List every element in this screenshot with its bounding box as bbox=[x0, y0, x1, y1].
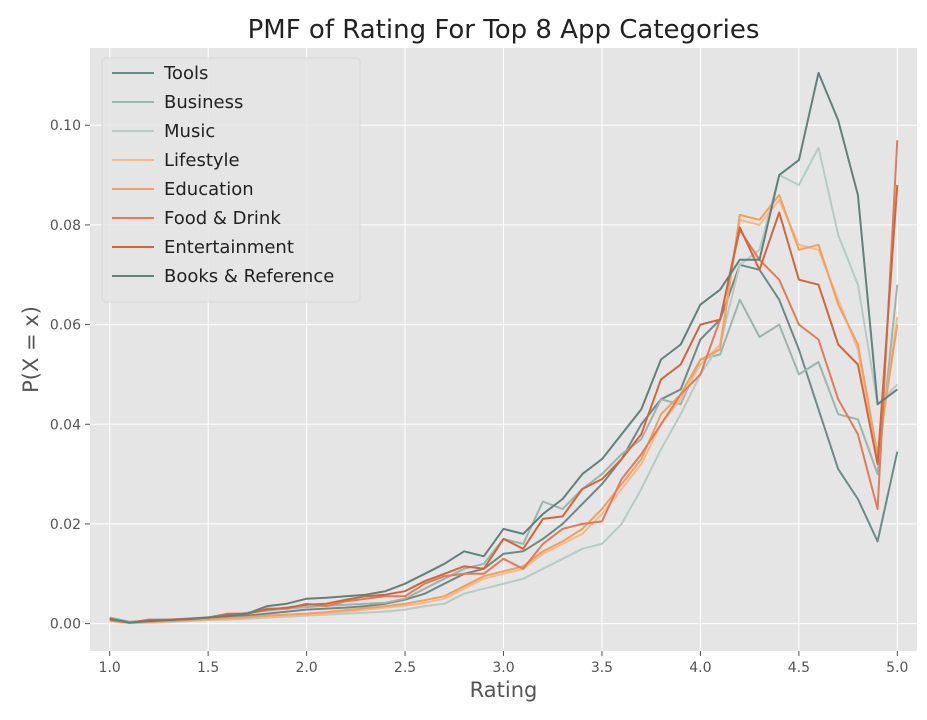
x-tick-label: 1.5 bbox=[197, 660, 219, 676]
legend: Tools Business Music Lifestyle Education Food… bbox=[101, 57, 361, 303]
legend-label: Tools bbox=[163, 63, 208, 84]
y-axis-ticks: 0.00 0.02 0.04 0.06 0.08 0.10 bbox=[50, 118, 90, 633]
series-lines bbox=[109, 71, 899, 625]
y-tick-label: 0.00 bbox=[50, 617, 81, 633]
x-tick-label: 4.0 bbox=[689, 660, 711, 676]
legend-box bbox=[101, 57, 361, 303]
y-tick-label: 0.04 bbox=[50, 417, 81, 433]
y-tick-label: 0.08 bbox=[50, 218, 81, 234]
x-tick-label: 1.0 bbox=[99, 660, 121, 676]
legend-label: Food & Drink bbox=[164, 208, 281, 229]
y-tick-label: 0.10 bbox=[50, 118, 81, 134]
legend-label: Education bbox=[164, 179, 254, 200]
x-tick-label: 4.5 bbox=[788, 660, 810, 676]
legend-label: Lifestyle bbox=[164, 150, 240, 171]
series-line bbox=[109, 71, 898, 624]
y-tick-label: 0.06 bbox=[50, 318, 81, 334]
legend-label: Entertainment bbox=[164, 237, 294, 258]
series-line bbox=[109, 263, 899, 624]
x-axis-ticks: 1.0 1.5 2.0 2.5 3.0 3.5 4.0 4.5 5.0 bbox=[99, 651, 908, 676]
x-tick-label: 2.5 bbox=[394, 660, 416, 676]
x-tick-label: 3.0 bbox=[492, 660, 514, 676]
x-axis-label: Rating bbox=[470, 678, 538, 702]
chart-title: PMF of Rating For Top 8 App Categories bbox=[248, 15, 760, 45]
y-axis-label: P(X = x) bbox=[19, 306, 43, 393]
x-tick-label: 2.0 bbox=[295, 660, 317, 676]
y-tick-label: 0.02 bbox=[50, 517, 81, 533]
x-tick-label: 3.5 bbox=[591, 660, 613, 676]
legend-label: Business bbox=[164, 92, 243, 113]
series-line bbox=[109, 194, 899, 624]
legend-label: Books & Reference bbox=[164, 266, 334, 287]
legend-label: Music bbox=[164, 121, 215, 142]
x-tick-label: 5.0 bbox=[886, 660, 908, 676]
